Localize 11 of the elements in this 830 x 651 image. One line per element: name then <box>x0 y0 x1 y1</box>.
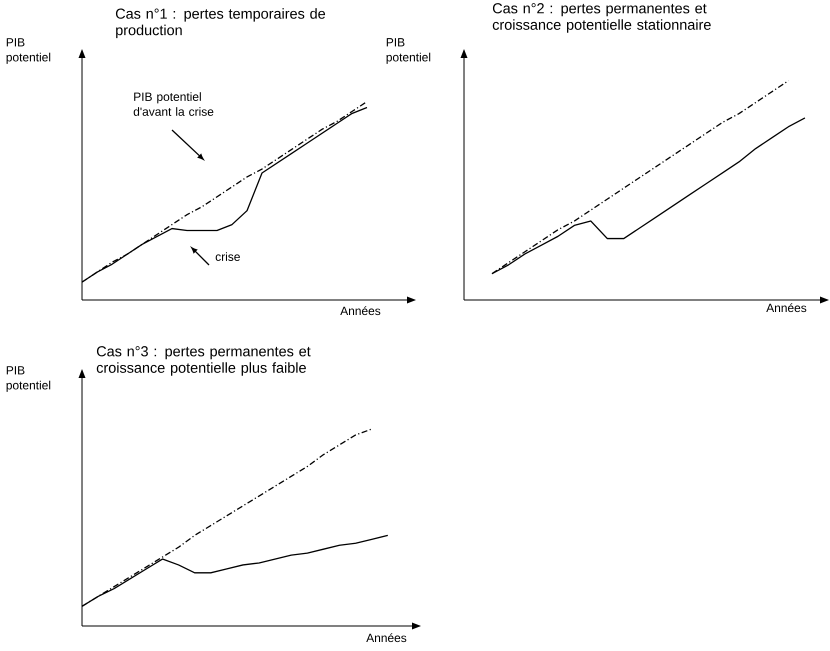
x-axis-title: Années <box>340 306 380 316</box>
y-axis-title: PIB potentiel <box>6 38 50 64</box>
chart-title: Cas n°3 : pertes permanentes et croissance potentielle plus faible <box>96 346 311 376</box>
x-axis-title: Années <box>766 303 806 312</box>
y-axis-title: PIB potentiel <box>386 38 430 64</box>
x-axis-title: Années <box>366 633 406 642</box>
chart-title: Cas n°2 : pertes permanentes et croissance potentielle stationnaire <box>492 3 711 33</box>
annotation: PIB potentiel d'avant la crise <box>134 92 214 116</box>
annotation: crise <box>216 252 240 261</box>
y-axis-title: PIB potentiel <box>6 366 50 392</box>
chart-title: Cas n°1 : pertes temporaires de production <box>116 8 326 38</box>
